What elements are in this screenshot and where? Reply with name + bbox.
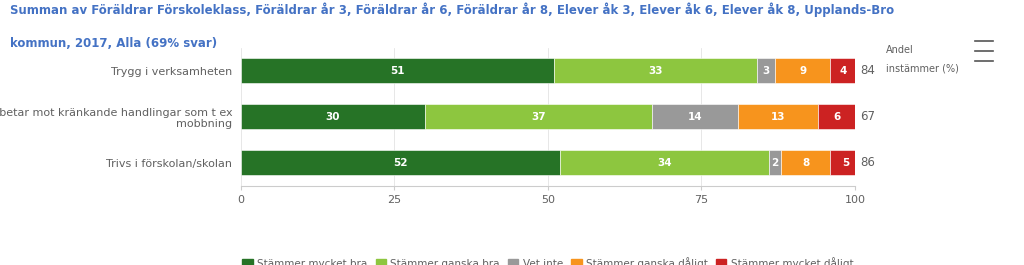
- Text: 67: 67: [860, 110, 876, 123]
- Bar: [241, 58, 554, 83]
- Text: 84: 84: [860, 64, 876, 77]
- Text: 8: 8: [802, 157, 810, 167]
- Text: 14: 14: [688, 112, 702, 122]
- Bar: [830, 58, 855, 83]
- Text: 13: 13: [771, 112, 785, 122]
- Text: 33: 33: [648, 66, 663, 76]
- Bar: [781, 150, 830, 175]
- Bar: [241, 104, 425, 129]
- Text: Summan av Föräldrar Förskoleklass, Föräldrar år 3, Föräldrar år 6, Föräldrar år : Summan av Föräldrar Förskoleklass, Föräl…: [10, 3, 894, 17]
- Bar: [560, 150, 769, 175]
- Legend: Stämmer mycket bra, Stämmer ganska bra, Vet inte, Stämmer ganska dåligt, Stämmer: Stämmer mycket bra, Stämmer ganska bra, …: [243, 257, 853, 265]
- Bar: [241, 150, 560, 175]
- Text: 37: 37: [531, 112, 546, 122]
- Bar: [769, 150, 781, 175]
- Bar: [652, 104, 738, 129]
- Text: 9: 9: [800, 66, 806, 76]
- Text: 2: 2: [771, 157, 779, 167]
- Text: 6: 6: [833, 112, 841, 122]
- Text: 5: 5: [842, 157, 850, 167]
- Text: 52: 52: [393, 157, 408, 167]
- Bar: [830, 150, 861, 175]
- Text: Andel: Andel: [886, 45, 913, 55]
- Bar: [818, 104, 855, 129]
- Bar: [554, 58, 757, 83]
- Text: 34: 34: [657, 157, 672, 167]
- Bar: [425, 104, 652, 129]
- Bar: [738, 104, 818, 129]
- Text: 30: 30: [326, 112, 340, 122]
- Text: instämmer (%): instämmer (%): [886, 64, 958, 74]
- Text: 4: 4: [839, 66, 847, 76]
- Text: 51: 51: [390, 66, 404, 76]
- Bar: [757, 58, 775, 83]
- Text: 3: 3: [762, 66, 770, 76]
- Text: kommun, 2017, Alla (69% svar): kommun, 2017, Alla (69% svar): [10, 37, 217, 50]
- Text: 86: 86: [860, 156, 876, 169]
- Bar: [775, 58, 830, 83]
